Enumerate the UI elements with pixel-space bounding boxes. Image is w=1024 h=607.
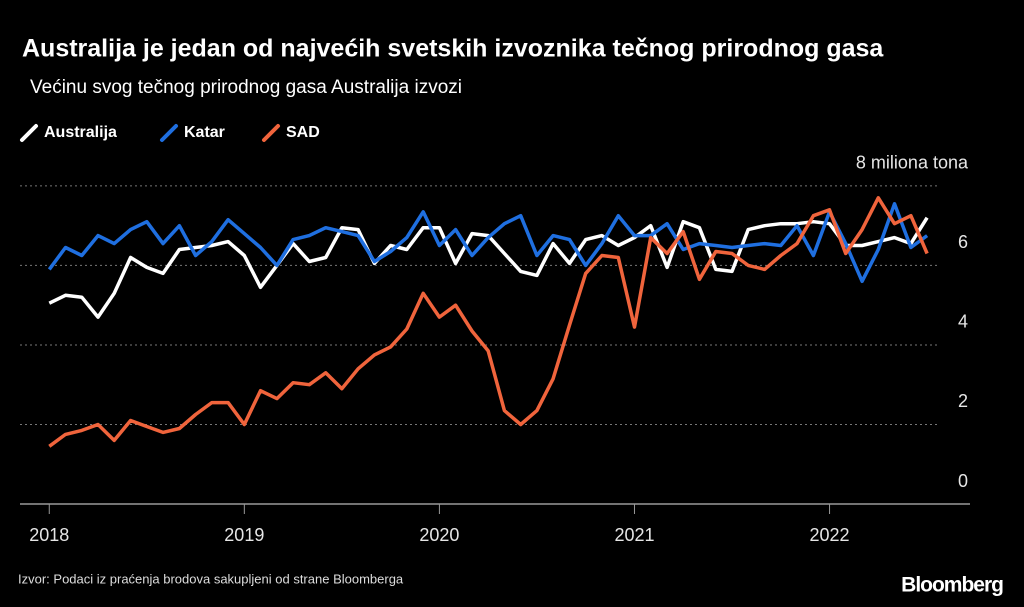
x-tick-label: 2020	[419, 525, 459, 545]
x-tick-label: 2019	[224, 525, 264, 545]
chart-title: Australija je jedan od najvećih svetskih…	[22, 35, 884, 63]
legend-swatch	[20, 124, 38, 142]
x-tick-label: 2022	[810, 525, 850, 545]
y-tick-label: 4	[958, 312, 968, 332]
y-tick-label: 2	[958, 391, 968, 411]
series-line	[48, 196, 929, 448]
source-note: Izvor: Podaci iz praćenja brodova sakupl…	[18, 571, 404, 586]
legend-label: SAD	[286, 124, 320, 141]
legend-label: Katar	[184, 124, 225, 141]
y-tick-label: 6	[958, 232, 968, 252]
y-tick-label: 0	[958, 471, 968, 491]
y-tick-label: 8 miliona tona	[856, 153, 969, 173]
chart-subtitle: Većinu svog tečnog prirodnog gasa Austra…	[30, 77, 462, 98]
x-tick-label: 2018	[29, 525, 69, 545]
legend-swatch	[160, 124, 178, 142]
brand-logo: Bloomberg	[901, 574, 1003, 597]
series-line	[48, 216, 929, 319]
legend-swatch	[262, 124, 280, 142]
x-tick-label: 2021	[614, 525, 654, 545]
series-line	[47, 202, 929, 284]
legend-label: Australija	[44, 124, 117, 141]
